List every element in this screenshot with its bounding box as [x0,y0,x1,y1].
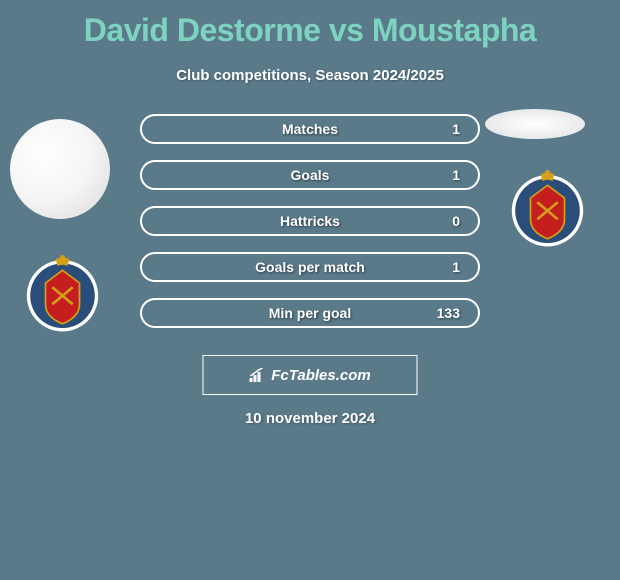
stat-bar-hattricks: Hattricks 0 [140,206,480,236]
stat-value: 1 [452,259,460,275]
stat-bar-min-per-goal: Min per goal 133 [140,298,480,328]
page-title: David Destorme vs Moustapha [0,0,620,49]
stat-bar-goals: Goals 1 [140,160,480,190]
stat-value: 1 [452,167,460,183]
subtitle: Club competitions, Season 2024/2025 [0,67,620,84]
stat-label: Hattricks [280,213,340,229]
stat-bar-goals-per-match: Goals per match 1 [140,252,480,282]
stat-value: 0 [452,213,460,229]
stat-label: Min per goal [269,305,351,321]
stat-label: Goals per match [255,259,365,275]
player-avatar-left [10,119,110,219]
stat-value: 133 [437,305,460,321]
date-text: 10 november 2024 [245,410,375,427]
stat-label: Goals [291,167,330,183]
club-badge-right [505,164,590,249]
stats-container: Matches 1 Goals 1 Hattricks 0 Goals per … [140,114,480,344]
stat-label: Matches [282,121,338,137]
watermark-label: FcTables.com [271,367,370,384]
club-badge-left [20,249,105,334]
stat-bar-matches: Matches 1 [140,114,480,144]
stat-value: 1 [452,121,460,137]
content-area: Matches 1 Goals 1 Hattricks 0 Goals per … [0,114,620,364]
watermark-text: FcTables.com [249,367,370,384]
chart-icon [249,368,267,382]
shield-icon [20,249,105,334]
watermark: FcTables.com [203,355,418,395]
player-avatar-right [485,109,585,139]
shield-icon [505,164,590,249]
